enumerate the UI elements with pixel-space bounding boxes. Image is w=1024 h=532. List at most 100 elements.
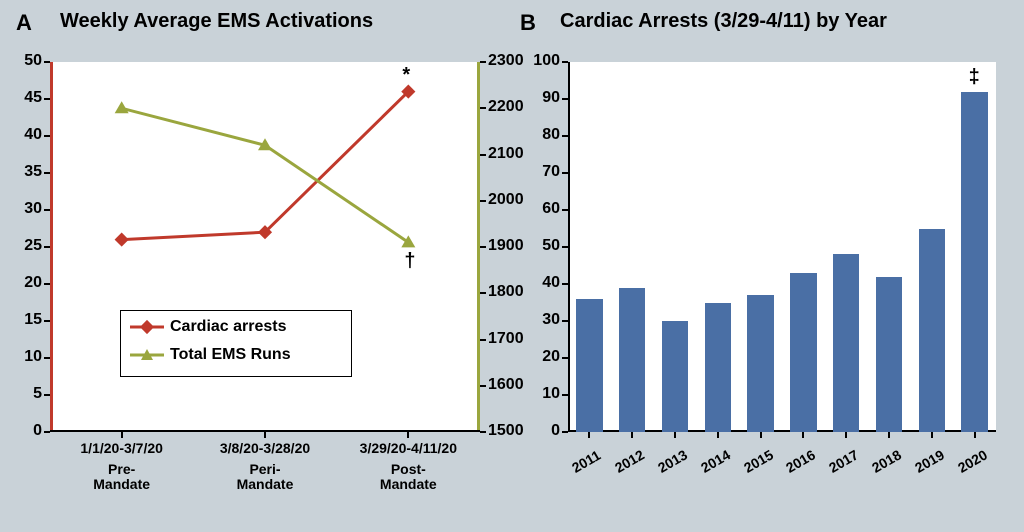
panel-b-bar — [662, 321, 689, 432]
panel-a-label: A — [16, 10, 32, 36]
panel-a-xcat-sublabel: Peri- Mandate — [205, 462, 325, 493]
panel-a-legend-text: Cardiac arrests — [170, 318, 287, 336]
panel-b-ytick-label: 40 — [526, 274, 560, 292]
panel-a-right-ytick — [480, 385, 486, 387]
panel-b-ytick-label: 30 — [526, 311, 560, 329]
panel-a-left-ytick-label: 5 — [12, 385, 42, 403]
panel-b-xtick — [974, 432, 976, 438]
panel-a-series-marker — [401, 235, 415, 247]
panel-a-series-line — [122, 92, 409, 240]
panel-a-xtick — [121, 432, 123, 438]
panel-b-title: Cardiac Arrests (3/29-4/11) by Year — [560, 10, 887, 33]
panel-b-ytick — [562, 61, 568, 63]
panel-b-ytick-label: 0 — [526, 422, 560, 440]
panel-b-ytick-label: 80 — [526, 126, 560, 144]
panel-a-annotation-dagger: † — [404, 250, 415, 273]
figure-container: A Weekly Average EMS Activations B Cardi… — [0, 0, 1024, 532]
panel-b-xtick — [717, 432, 719, 438]
panel-a-left-ytick-label: 50 — [12, 52, 42, 70]
panel-a-right-ytick — [480, 292, 486, 294]
panel-a-right-ytick — [480, 431, 486, 433]
panel-a-left-ytick-label: 20 — [12, 274, 42, 292]
panel-b-ytick — [562, 172, 568, 174]
panel-b-xtick — [802, 432, 804, 438]
panel-a-series-marker — [115, 233, 129, 247]
panel-b-ytick — [562, 98, 568, 100]
panel-b-xcat-label: 2016 — [783, 446, 818, 475]
panel-b-xtick — [588, 432, 590, 438]
panel-b-ytick — [562, 431, 568, 433]
panel-b-ytick — [562, 394, 568, 396]
panel-b-ytick — [562, 246, 568, 248]
panel-b-ytick-label: 90 — [526, 89, 560, 107]
panel-b-ytick — [562, 320, 568, 322]
panel-b-xcat-label: 2018 — [869, 446, 904, 475]
panel-a-right-ytick — [480, 246, 486, 248]
panel-b-ytick — [562, 135, 568, 137]
panel-a-right-ytick-label: 2100 — [488, 145, 538, 163]
panel-b-xcat-label: 2015 — [741, 446, 776, 475]
panel-a-legend-item: Total EMS Runs — [130, 346, 291, 364]
panel-a-left-ytick-label: 35 — [12, 163, 42, 181]
panel-b-ytick-label: 20 — [526, 348, 560, 366]
panel-b-bar — [705, 303, 732, 433]
panel-a-xcat-label: 1/1/20-3/7/20 — [57, 440, 187, 456]
panel-b-y-axis — [568, 62, 570, 432]
panel-a-left-ytick-label: 0 — [12, 422, 42, 440]
panel-b-ytick-label: 100 — [526, 52, 560, 70]
panel-b-xcat-label: 2020 — [955, 446, 990, 475]
panel-b-bar — [576, 299, 603, 432]
panel-b-ytick-label: 70 — [526, 163, 560, 181]
panel-b-xcat-label: 2013 — [655, 446, 690, 475]
panel-b-xtick — [631, 432, 633, 438]
panel-b-annotation-ddagger: ‡ — [969, 66, 980, 89]
panel-b-ytick — [562, 209, 568, 211]
panel-b-xcat-label: 2012 — [612, 446, 647, 475]
panel-b-ytick — [562, 283, 568, 285]
panel-a-xcat-label: 3/29/20-4/11/20 — [343, 440, 473, 456]
panel-b-bar — [790, 273, 817, 432]
panel-a-annotation-star: * — [402, 64, 410, 87]
panel-b-xtick — [674, 432, 676, 438]
panel-b-xcat-label: 2011 — [569, 447, 603, 476]
panel-a-series-line — [122, 108, 409, 242]
panel-b-xtick — [888, 432, 890, 438]
panel-b-ytick-label: 50 — [526, 237, 560, 255]
panel-b-bar — [961, 92, 988, 432]
panel-a-right-ytick — [480, 154, 486, 156]
panel-a-left-ytick-label: 25 — [12, 237, 42, 255]
panel-a-xtick — [264, 432, 266, 438]
panel-a-legend-item: Cardiac arrests — [130, 318, 287, 336]
panel-b-xtick — [845, 432, 847, 438]
panel-a-xcat-label: 3/8/20-3/28/20 — [200, 440, 330, 456]
panel-b-bar — [876, 277, 903, 432]
panel-b-xcat-label: 2017 — [826, 446, 861, 475]
panel-b-xcat-label: 2014 — [698, 446, 733, 475]
panel-a-xcat-sublabel: Post- Mandate — [348, 462, 468, 493]
panel-a-left-ytick-label: 40 — [12, 126, 42, 144]
panel-a-xcat-sublabel: Pre- Mandate — [62, 462, 182, 493]
panel-b-bar — [747, 295, 774, 432]
panel-a-left-ytick-label: 30 — [12, 200, 42, 218]
panel-a-xtick — [407, 432, 409, 438]
panel-b-bar — [619, 288, 646, 432]
panel-a-right-ytick-label: 1700 — [488, 330, 538, 348]
panel-b-xtick — [760, 432, 762, 438]
panel-a-left-ytick-label: 15 — [12, 311, 42, 329]
panel-a-right-ytick — [480, 107, 486, 109]
panel-b-ytick — [562, 357, 568, 359]
panel-b-xcat-label: 2019 — [912, 446, 947, 475]
panel-a-right-ytick — [480, 339, 486, 341]
panel-b-label: B — [520, 10, 536, 36]
panel-a-left-ytick-label: 45 — [12, 89, 42, 107]
panel-b-bar — [919, 229, 946, 433]
panel-a-right-ytick — [480, 61, 486, 63]
panel-b-bar — [833, 254, 860, 432]
panel-b-ytick-label: 60 — [526, 200, 560, 218]
panel-a-left-ytick-label: 10 — [12, 348, 42, 366]
panel-a-right-ytick — [480, 200, 486, 202]
panel-a-legend-text: Total EMS Runs — [170, 346, 291, 364]
panel-b-ytick-label: 10 — [526, 385, 560, 403]
panel-a-series-marker — [115, 101, 129, 113]
panel-a-title: Weekly Average EMS Activations — [60, 10, 373, 33]
